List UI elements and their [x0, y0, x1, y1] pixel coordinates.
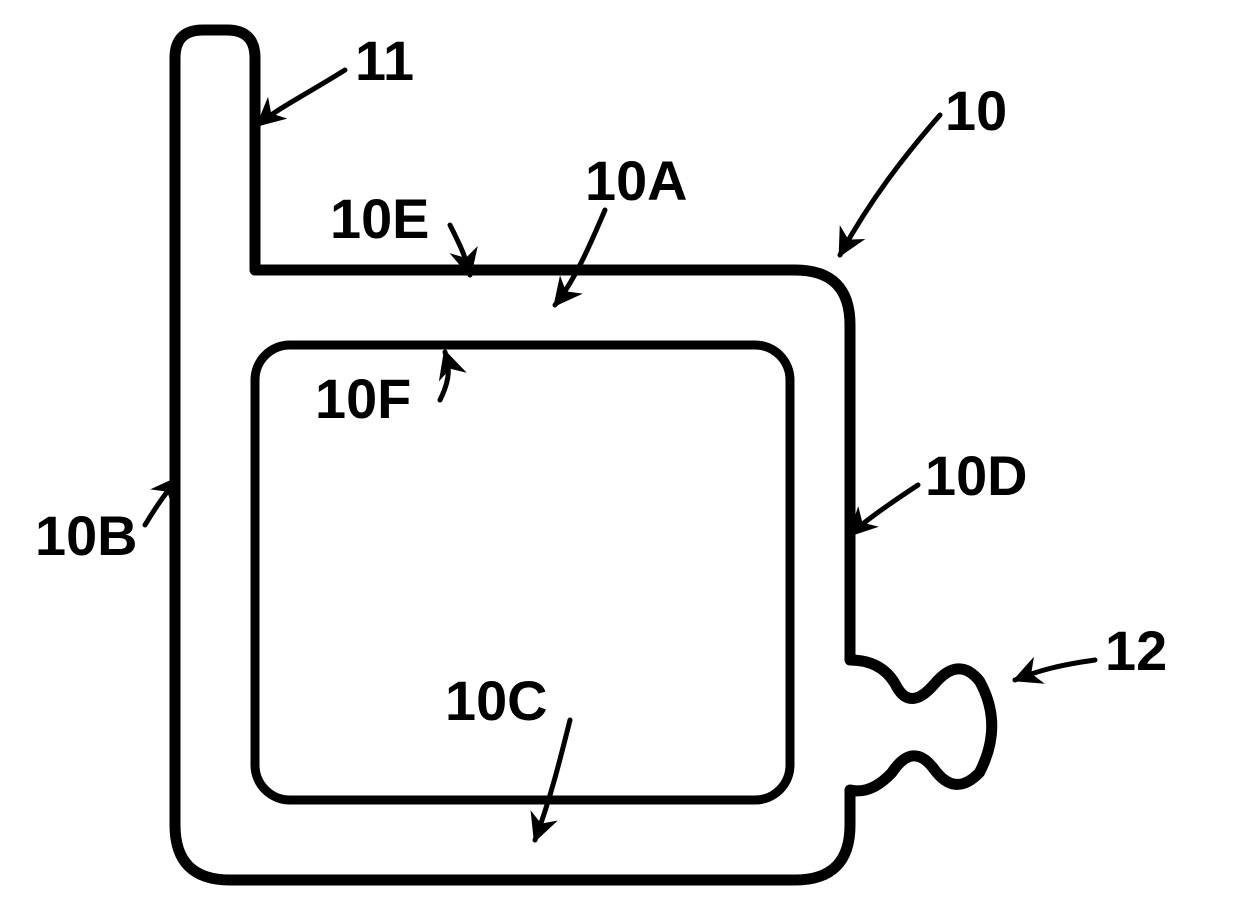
label-10B: 10B	[35, 504, 137, 567]
label-10D: 10D	[925, 444, 1027, 507]
label-11: 11	[355, 29, 414, 92]
labels-group: 11 10 10A 10E 10F 10B 10D 10C 12	[35, 29, 1167, 732]
leader-10D	[850, 485, 918, 535]
figure-canvas: 11 10 10A 10E 10F 10B 10D 10C 12	[0, 0, 1237, 919]
leader-10F	[440, 352, 448, 400]
label-10F: 10F	[315, 367, 411, 430]
leader-10A	[555, 210, 605, 305]
leader-12	[1015, 660, 1095, 680]
label-10: 10	[945, 79, 1007, 142]
label-10A: 10A	[585, 149, 687, 212]
outer-profile-path	[175, 30, 992, 880]
leader-10	[840, 115, 940, 255]
leader-10C	[535, 720, 570, 840]
label-10E: 10E	[330, 187, 429, 250]
label-12: 12	[1105, 619, 1167, 682]
label-10C: 10C	[445, 669, 547, 732]
leader-11	[258, 70, 345, 125]
